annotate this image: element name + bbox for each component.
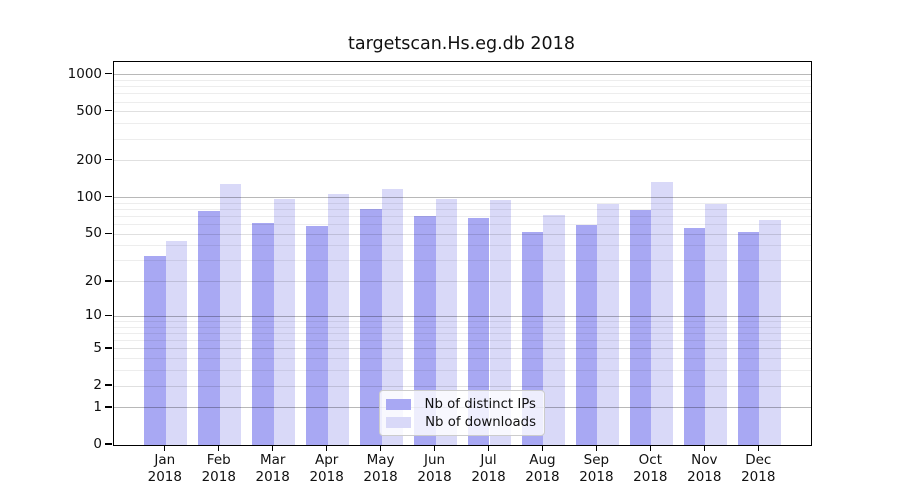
gridline-500: [114, 111, 811, 113]
x-axis-tick-jan: [164, 445, 166, 451]
x-axis-label-feb: Feb 2018: [201, 452, 236, 485]
x-axis-tick-jun: [433, 445, 436, 451]
bar-downloads-mar: [273, 199, 296, 445]
x-axis-label-may: May 2018: [363, 452, 398, 485]
bar-distinct-ips-oct: [629, 210, 652, 445]
x-axis-tick-dec: [757, 445, 759, 451]
gridline-800: [114, 86, 811, 88]
y-axis-tick-200: [105, 159, 112, 161]
legend-label-downloads: Nb of downloads: [425, 415, 536, 430]
x-axis-tick-feb: [218, 445, 220, 451]
bar-downloads-jul: [489, 200, 512, 445]
y-axis-label-200: 200: [76, 151, 102, 168]
legend-row-distinct-ips: Nb of distinct IPs: [386, 397, 536, 412]
y-axis-tick-1000: [105, 72, 112, 75]
legend: Nb of distinct IPs Nb of downloads: [379, 390, 545, 436]
y-axis-label-1: 1: [93, 398, 102, 415]
x-axis-label-jul: Jul 2018: [471, 452, 506, 485]
y-axis-label-1000: 1000: [67, 65, 102, 82]
gridline-700: [114, 93, 811, 95]
gridline-400: [114, 123, 811, 125]
x-axis-label-nov: Nov 2018: [687, 452, 722, 485]
x-axis-label-sep: Sep 2018: [579, 452, 614, 485]
x-axis-tick-sep: [595, 445, 598, 451]
chart-title: targetscan.Hs.eg.db 2018: [348, 34, 575, 54]
x-axis-label-apr: Apr 2018: [309, 452, 344, 485]
y-axis-tick-0: [105, 443, 112, 445]
y-axis-label-20: 20: [84, 272, 102, 289]
plot-area: [113, 61, 812, 446]
y-axis-tick-20: [105, 280, 112, 282]
y-axis-tick-100: [105, 195, 112, 198]
bar-distinct-ips-jan: [144, 255, 166, 445]
y-axis-label-500: 500: [76, 102, 102, 119]
gridline-300: [114, 138, 811, 140]
y-axis-tick-10: [105, 314, 112, 317]
legend-swatch-downloads: [386, 417, 411, 428]
y-axis-tick-5: [105, 347, 112, 349]
bar-downloads-oct: [651, 182, 674, 445]
y-axis-tick-1: [105, 406, 112, 408]
bar-downloads-aug: [543, 215, 566, 445]
x-axis-tick-jul: [487, 445, 490, 451]
x-axis-tick-may: [379, 445, 382, 451]
bar-downloads-jan: [165, 240, 188, 445]
y-axis-tick-50: [105, 232, 112, 234]
gridline-600: [114, 101, 811, 103]
bar-downloads-may: [381, 189, 404, 445]
bar-distinct-ips-feb: [198, 211, 220, 445]
x-axis-label-mar: Mar 2018: [255, 452, 290, 485]
bar-downloads-apr: [327, 193, 350, 445]
gridline-100: [114, 197, 811, 199]
legend-swatch-distinct-ips: [386, 399, 411, 410]
y-axis-label-50: 50: [84, 225, 102, 242]
y-axis-label-5: 5: [93, 339, 102, 356]
bar-downloads-feb: [219, 183, 242, 445]
x-axis-label-jan: Jan 2018: [147, 452, 182, 485]
bar-distinct-ips-mar: [252, 222, 274, 445]
bar-distinct-ips-dec: [737, 232, 760, 445]
legend-label-distinct-ips: Nb of distinct IPs: [424, 397, 536, 412]
y-axis-tick-2: [105, 384, 112, 386]
x-axis-tick-mar: [272, 445, 274, 451]
x-axis-tick-oct: [649, 445, 652, 451]
x-axis-label-oct: Oct 2018: [633, 452, 668, 485]
bar-distinct-ips-jul: [467, 218, 490, 445]
y-axis-label-100: 100: [76, 188, 102, 205]
x-axis-tick-apr: [325, 445, 328, 451]
y-axis-label-2: 2: [93, 377, 102, 394]
bar-distinct-ips-may: [359, 209, 382, 445]
x-axis-label-jun: Jun 2018: [417, 452, 452, 485]
gridline-1000: [114, 74, 811, 76]
bar-distinct-ips-sep: [575, 224, 598, 445]
x-axis-tick-nov: [703, 445, 705, 451]
gridline-200: [114, 160, 811, 162]
y-axis-label-0: 0: [93, 436, 102, 452]
bar-downloads-dec: [759, 220, 781, 445]
bar-downloads-sep: [597, 204, 620, 445]
x-axis-label-aug: Aug 2018: [525, 452, 560, 485]
bar-distinct-ips-nov: [683, 228, 706, 445]
bar-distinct-ips-jun: [413, 215, 436, 445]
x-axis-tick-aug: [541, 445, 544, 451]
y-axis-label-10: 10: [84, 307, 102, 324]
x-axis-label-dec: Dec 2018: [741, 452, 776, 485]
legend-row-downloads: Nb of downloads: [386, 415, 536, 430]
y-axis-tick-500: [105, 110, 112, 112]
bar-downloads-jun: [435, 199, 458, 445]
bar-downloads-nov: [705, 204, 727, 445]
bar-distinct-ips-apr: [305, 225, 328, 445]
gridline-900: [114, 79, 811, 81]
